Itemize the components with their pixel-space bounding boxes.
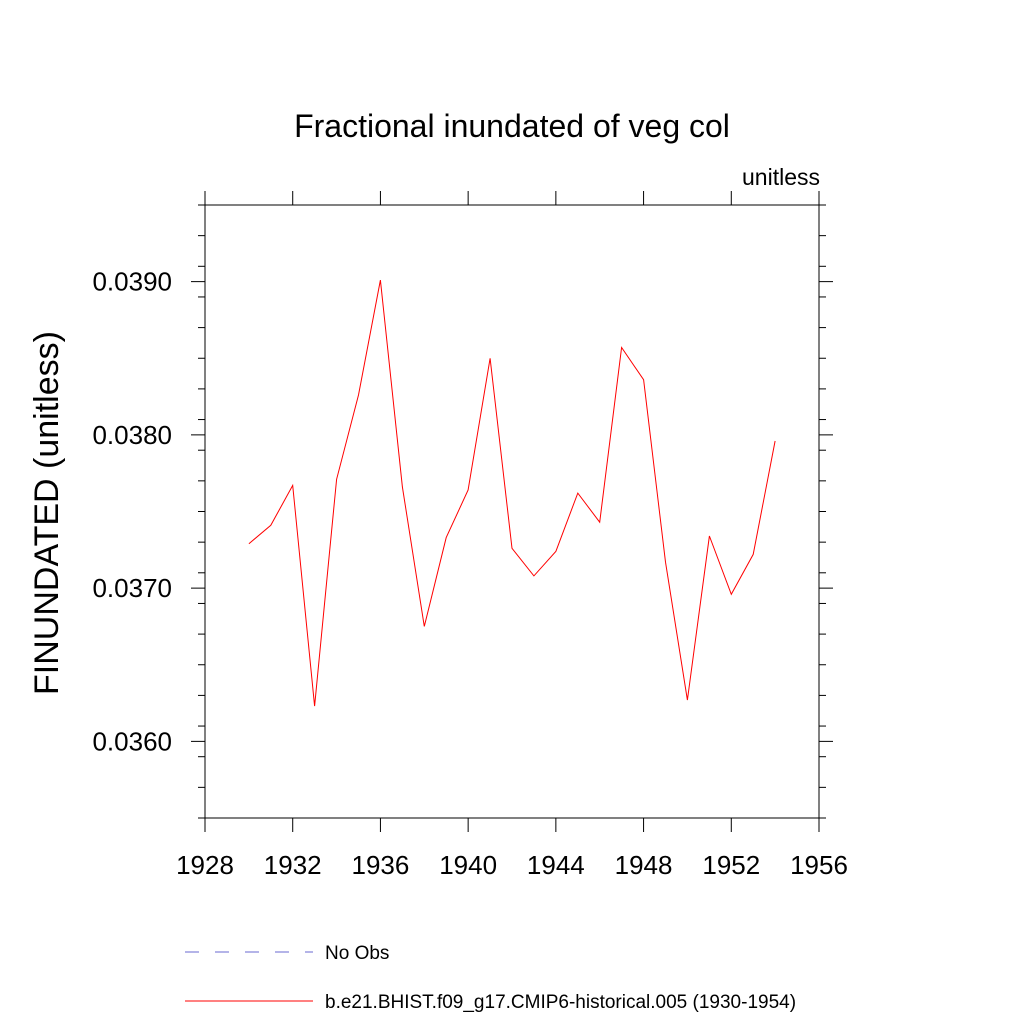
x-tick-label: 1948 [615,850,673,880]
series-line [248,280,776,707]
tick-labels: 1928 1932 1936 1940 1944 1948 1952 1956 0.0360 0.… [92,267,847,880]
y-tick-label: 0.0390 [92,267,172,297]
tick-marks [191,191,833,832]
y-tick-label: 0.0380 [92,420,172,450]
y-tick-label: 0.0360 [92,726,172,756]
units-label: unitless [742,164,820,190]
legend: No Obs b.e21.BHIST.f09_g17.CMIP6-historic… [185,943,796,1013]
chart-title: Fractional inundated of veg col [294,108,730,144]
x-tick-label: 1940 [439,850,497,880]
y-axis-label: FINUNDATED (unitless) [28,331,66,695]
series-layer [248,280,776,707]
x-tick-label: 1932 [264,850,322,880]
plot-frame [204,204,820,819]
x-tick-label: 1936 [352,850,410,880]
y-tick-label: 0.0370 [92,573,172,603]
x-tick-label: 1952 [702,850,760,880]
legend-label: b.e21.BHIST.f09_g17.CMIP6-historical.005… [325,992,796,1013]
legend-label: No Obs [325,943,389,964]
x-tick-label: 1928 [176,850,234,880]
x-tick-label: 1956 [790,850,848,880]
x-tick-label: 1944 [527,850,585,880]
